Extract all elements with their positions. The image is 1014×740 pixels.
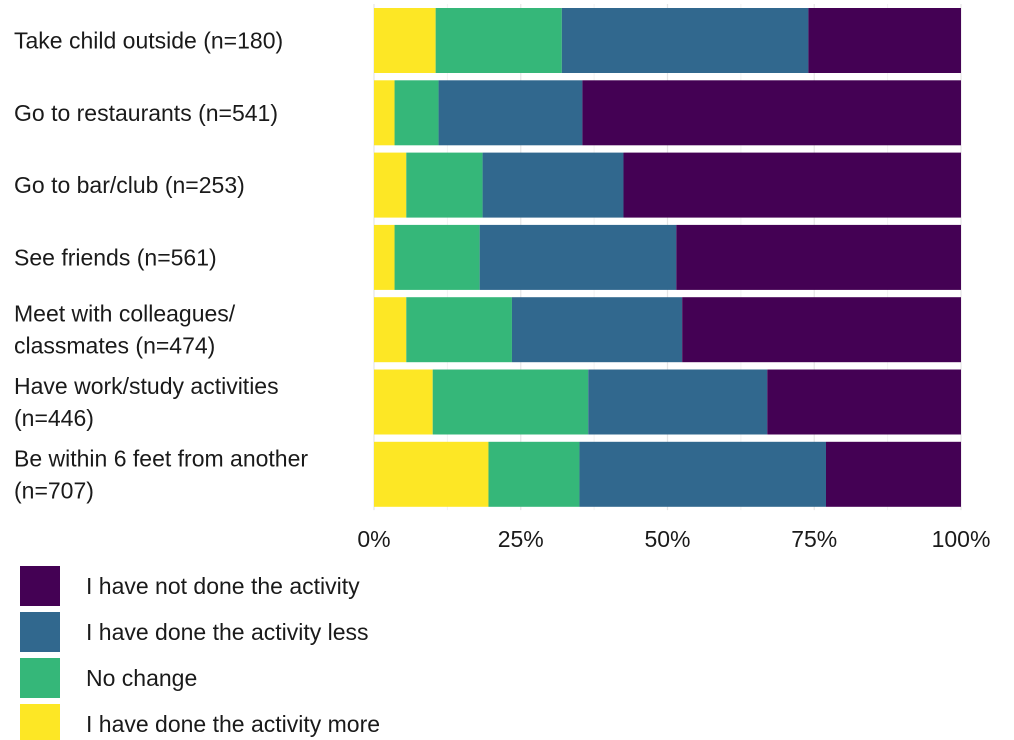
legend-swatch-1 [20,566,60,606]
legend-swatch-3 [20,658,60,698]
bar-segment-5-4 [682,297,961,363]
category-label-2-1: Go to restaurants (n=541) [14,100,278,126]
bar-segment-4-1 [374,224,395,290]
x-tick-label-3: 50% [644,526,690,552]
bar-segment-1-4 [808,8,961,73]
bar-segment-3-4 [623,152,961,218]
x-tick-label-5: 100% [932,526,991,552]
bar-segment-6-2 [432,369,589,435]
x-axis-ticks: 0% 25% 50% 75% 100% [357,526,990,552]
category-label-1-1: Take child outside (n=180) [14,28,283,54]
bar-segment-5-3 [511,297,683,363]
category-label-4-1: See friends (n=561) [14,244,217,270]
bar-segment-5-2 [406,297,512,363]
bar-segment-6-4 [767,369,961,435]
legend-label-2: I have done the activity less [86,619,369,645]
category-label-6-1: Have work/study activities [14,373,279,399]
legend-swatch-2 [20,612,60,652]
x-tick-label-2: 25% [498,526,544,552]
legend-label-3: No change [86,665,197,691]
bar-segment-1-3 [561,8,809,73]
bar-segment-7-2 [488,441,580,507]
legend-label-4: I have done the activity more [86,711,380,737]
legend-label-1: I have not done the activity [86,573,360,599]
bars [374,8,961,507]
legend: I have not done the activity I have done … [20,566,380,740]
category-label-3-1: Go to bar/club (n=253) [14,172,245,198]
bar-segment-4-3 [479,224,677,290]
category-label-5-2: classmates (n=474) [14,333,215,359]
bar-segment-2-1 [374,80,395,146]
bar-segment-4-4 [676,224,961,290]
bar-segment-3-2 [406,152,483,218]
bar-segment-7-3 [579,441,826,507]
bar-segment-1-1 [374,8,436,73]
category-label-6-2: (n=446) [14,405,94,431]
category-label-7-1: Be within 6 feet from another [14,445,308,471]
bar-segment-6-1 [374,369,433,435]
bar-segment-2-2 [394,80,439,146]
category-label-5-1: Meet with colleagues/ [14,301,236,327]
bar-segment-2-4 [582,80,961,146]
bar-segment-6-3 [588,369,768,435]
bar-segment-7-4 [825,441,961,507]
bar-segment-5-1 [374,297,407,363]
category-labels: Take child outside (n=180) Go to restaura… [14,28,308,504]
category-label-7-2: (n=707) [14,477,94,503]
x-tick-label-1: 0% [357,526,390,552]
bar-segment-4-2 [394,224,480,290]
bar-segment-7-1 [374,441,489,507]
x-tick-label-4: 75% [791,526,837,552]
bar-segment-1-2 [435,8,562,73]
bar-segment-3-1 [374,152,407,218]
bar-segment-3-3 [482,152,624,218]
legend-swatch-4 [20,704,60,740]
bar-segment-2-3 [438,80,583,146]
